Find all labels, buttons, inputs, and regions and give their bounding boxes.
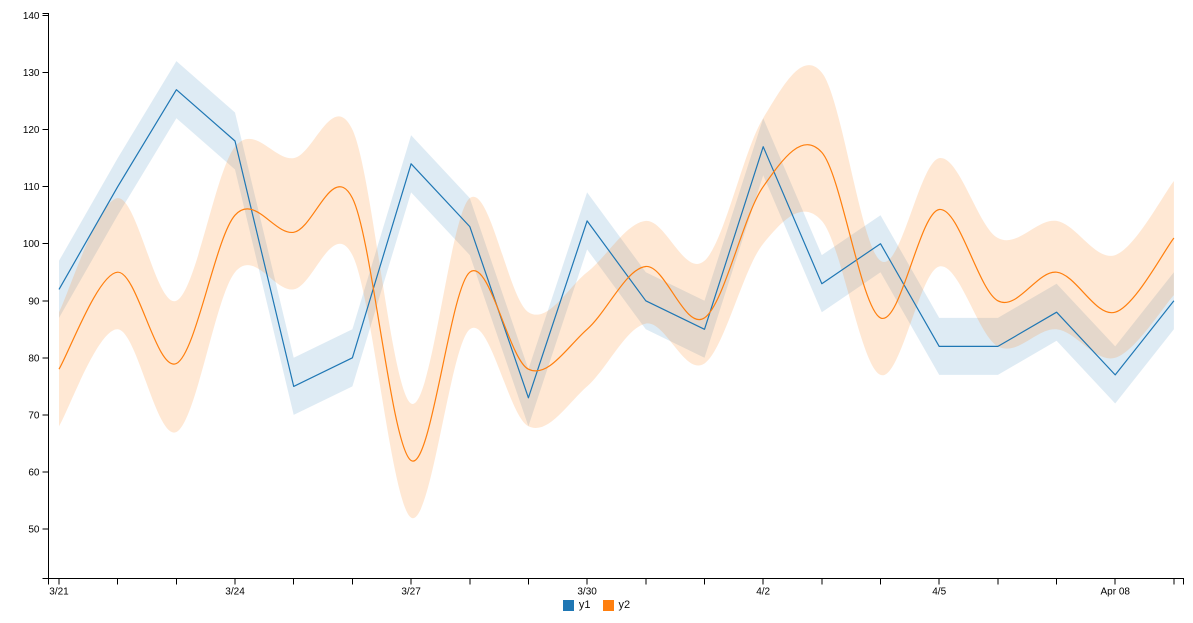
x-axis-tick-label: 4/2 [756,587,770,598]
x-axis-tick-label: 3/24 [225,587,245,598]
y-axis-tick-label: 80 [28,353,40,364]
x-axis-tick-label: 3/30 [577,587,597,598]
y-axis-tick-label: 50 [28,525,40,536]
y-axis-tick-label: 120 [23,125,40,136]
series-y1-line [58,89,1175,399]
legend-label-y1: y1 [578,599,591,611]
y-axis-tick-label: 90 [28,296,40,307]
chart-legend: y1 y2 [0,599,1193,611]
series-y1-confidence-band [59,61,1174,427]
x-axis-tick-label: 4/5 [932,587,946,598]
x-axis-domain [48,578,1184,585]
y-axis: 50 60 70 80 90 100 110 120 130 140 [23,11,49,579]
legend-item-y2: y2 [602,599,631,611]
x-axis: 3/21 3/24 3/27 3/30 4/2 4/5 Apr 08 [48,578,1184,598]
y-axis-domain [42,13,49,579]
series-y2-line [58,144,1175,462]
y-axis-tick-label: 70 [28,410,40,421]
y-axis-tick-label: 110 [24,182,40,193]
x-axis-tick-label: Apr 08 [1101,587,1131,598]
legend-swatch-y1 [562,599,574,611]
y-axis-tick-label: 130 [23,68,40,79]
y-axis-tick-label: 60 [28,467,40,478]
x-axis-tick-label: 3/27 [401,587,421,598]
legend-label-y2: y2 [618,599,631,611]
y-axis-tick-label: 140 [23,11,40,22]
x-axis-tick-label: 3/21 [49,587,69,598]
y-axis-tick-label: 100 [23,239,40,250]
legend-swatch-y2 [602,599,614,611]
legend-item-y1: y1 [562,599,591,611]
